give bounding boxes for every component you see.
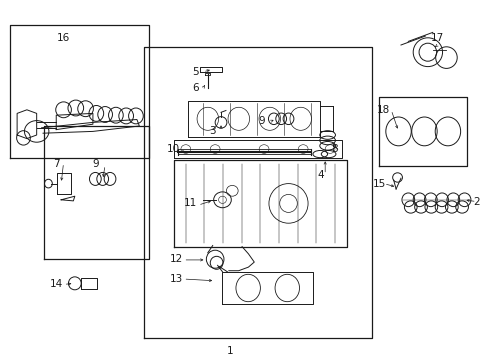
Text: 16: 16 bbox=[57, 33, 70, 43]
Text: 6: 6 bbox=[192, 83, 199, 93]
Text: 4: 4 bbox=[316, 170, 323, 180]
Text: 9: 9 bbox=[258, 116, 264, 126]
Text: 18: 18 bbox=[376, 105, 390, 115]
Text: 7: 7 bbox=[53, 159, 60, 169]
Text: 15: 15 bbox=[371, 179, 385, 189]
Text: 12: 12 bbox=[169, 254, 183, 264]
Text: 8: 8 bbox=[331, 144, 338, 154]
Text: 1: 1 bbox=[226, 346, 233, 356]
Text: 13: 13 bbox=[169, 274, 183, 284]
Text: 5: 5 bbox=[192, 67, 199, 77]
Text: 11: 11 bbox=[183, 198, 197, 208]
Text: 2: 2 bbox=[472, 197, 479, 207]
Text: 10: 10 bbox=[167, 144, 180, 154]
Text: 17: 17 bbox=[430, 33, 444, 43]
Text: 3: 3 bbox=[209, 126, 216, 136]
Text: 9: 9 bbox=[92, 159, 99, 169]
Text: 14: 14 bbox=[49, 279, 63, 289]
